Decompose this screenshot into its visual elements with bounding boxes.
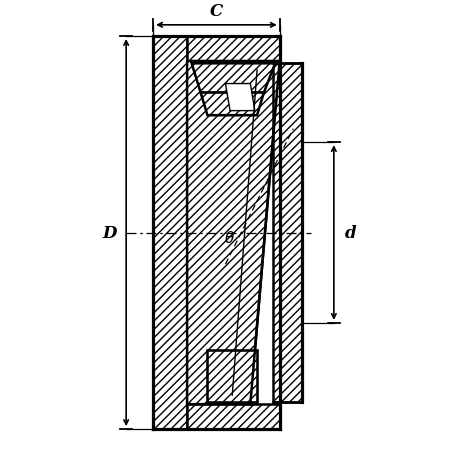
Text: $\theta$: $\theta$: [224, 230, 235, 246]
Polygon shape: [153, 37, 187, 429]
Text: d: d: [344, 224, 356, 241]
Polygon shape: [225, 84, 254, 112]
Polygon shape: [207, 350, 257, 402]
Polygon shape: [272, 64, 302, 402]
Polygon shape: [200, 93, 263, 116]
Polygon shape: [187, 37, 279, 62]
Text: D: D: [102, 224, 117, 241]
Polygon shape: [187, 62, 279, 404]
Text: C: C: [209, 3, 223, 20]
Polygon shape: [191, 64, 274, 93]
Polygon shape: [187, 404, 279, 429]
